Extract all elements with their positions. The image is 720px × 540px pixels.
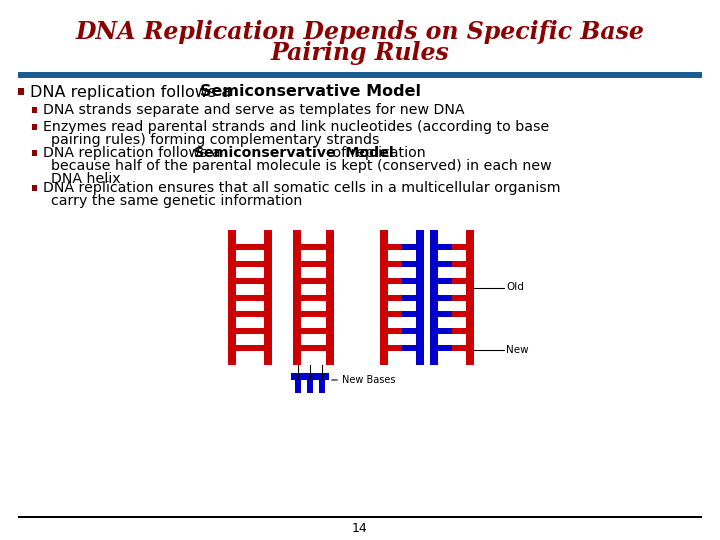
Bar [313, 261, 326, 267]
Bar [301, 244, 313, 250]
Bar [438, 278, 452, 284]
Bar [388, 261, 402, 267]
Bar [303, 373, 317, 380]
Bar [313, 345, 326, 351]
Bar [388, 312, 402, 318]
Bar [32, 124, 37, 130]
Bar [236, 244, 264, 250]
Bar [264, 230, 272, 365]
Bar [291, 373, 305, 380]
Text: DNA replication follows a: DNA replication follows a [43, 146, 225, 160]
Text: of replication: of replication [328, 146, 426, 160]
Bar [301, 328, 313, 334]
Bar [438, 328, 452, 334]
Bar [388, 294, 402, 300]
Text: pairing rules) forming complementary strands: pairing rules) forming complementary str… [51, 133, 379, 147]
Bar [402, 244, 416, 250]
Bar [452, 244, 466, 250]
Text: DNA strands separate and serve as templates for new DNA: DNA strands separate and serve as templa… [43, 103, 464, 117]
Bar [301, 294, 313, 300]
Bar [402, 278, 416, 284]
Bar [388, 328, 402, 334]
Bar [307, 380, 313, 393]
Bar [438, 345, 452, 351]
Bar [380, 230, 388, 365]
Text: DNA replication ensures that all somatic cells in a multicellular organism: DNA replication ensures that all somatic… [43, 181, 560, 195]
Bar [416, 230, 424, 365]
Bar [301, 261, 313, 267]
Bar [388, 345, 402, 351]
Bar [326, 230, 334, 365]
Text: DNA replication follows a: DNA replication follows a [30, 84, 236, 99]
Bar [452, 294, 466, 300]
Text: New: New [506, 345, 528, 355]
Bar [438, 312, 452, 318]
Bar [438, 244, 452, 250]
Bar [452, 278, 466, 284]
Bar [319, 380, 325, 393]
Bar [236, 261, 264, 267]
Bar [315, 373, 329, 380]
Bar [18, 72, 702, 78]
Text: Semiconservative  Model: Semiconservative Model [194, 146, 394, 160]
Bar [313, 312, 326, 318]
Text: Enzymes read parental strands and link nucleotides (according to base: Enzymes read parental strands and link n… [43, 120, 549, 134]
Bar [402, 294, 416, 300]
Bar [402, 261, 416, 267]
Bar [438, 261, 452, 267]
Text: 14: 14 [352, 522, 368, 535]
Bar [301, 278, 313, 284]
Bar [313, 244, 326, 250]
Text: Semiconservative Model: Semiconservative Model [200, 84, 421, 99]
Bar [438, 294, 452, 300]
Bar [313, 278, 326, 284]
Bar [402, 345, 416, 351]
Bar [293, 230, 301, 365]
Bar [236, 278, 264, 284]
Bar [32, 107, 37, 113]
Text: Old: Old [506, 282, 524, 293]
Bar [452, 261, 466, 267]
Bar [236, 294, 264, 300]
Text: DNA Replication Depends on Specific Base: DNA Replication Depends on Specific Base [76, 20, 644, 44]
Bar [228, 230, 236, 365]
Bar [452, 312, 466, 318]
Bar [402, 328, 416, 334]
Bar [18, 516, 702, 518]
Bar [452, 328, 466, 334]
Bar [236, 345, 264, 351]
Bar [236, 312, 264, 318]
Bar [313, 328, 326, 334]
Bar [430, 230, 438, 365]
Bar [236, 328, 264, 334]
Bar [32, 150, 37, 156]
Bar [388, 278, 402, 284]
Text: New Bases: New Bases [342, 375, 395, 385]
Bar [301, 345, 313, 351]
Bar [18, 89, 24, 95]
Text: Pairing Rules: Pairing Rules [271, 41, 449, 65]
Bar [295, 380, 301, 393]
Bar [32, 185, 37, 191]
Bar [466, 230, 474, 365]
Bar [402, 312, 416, 318]
Bar [313, 294, 326, 300]
Bar [388, 244, 402, 250]
Text: DNA helix: DNA helix [51, 172, 121, 186]
Text: carry the same genetic information: carry the same genetic information [51, 194, 302, 208]
Text: because half of the parental molecule is kept (conserved) in each new: because half of the parental molecule is… [51, 159, 552, 173]
Bar [301, 312, 313, 318]
Bar [452, 345, 466, 351]
